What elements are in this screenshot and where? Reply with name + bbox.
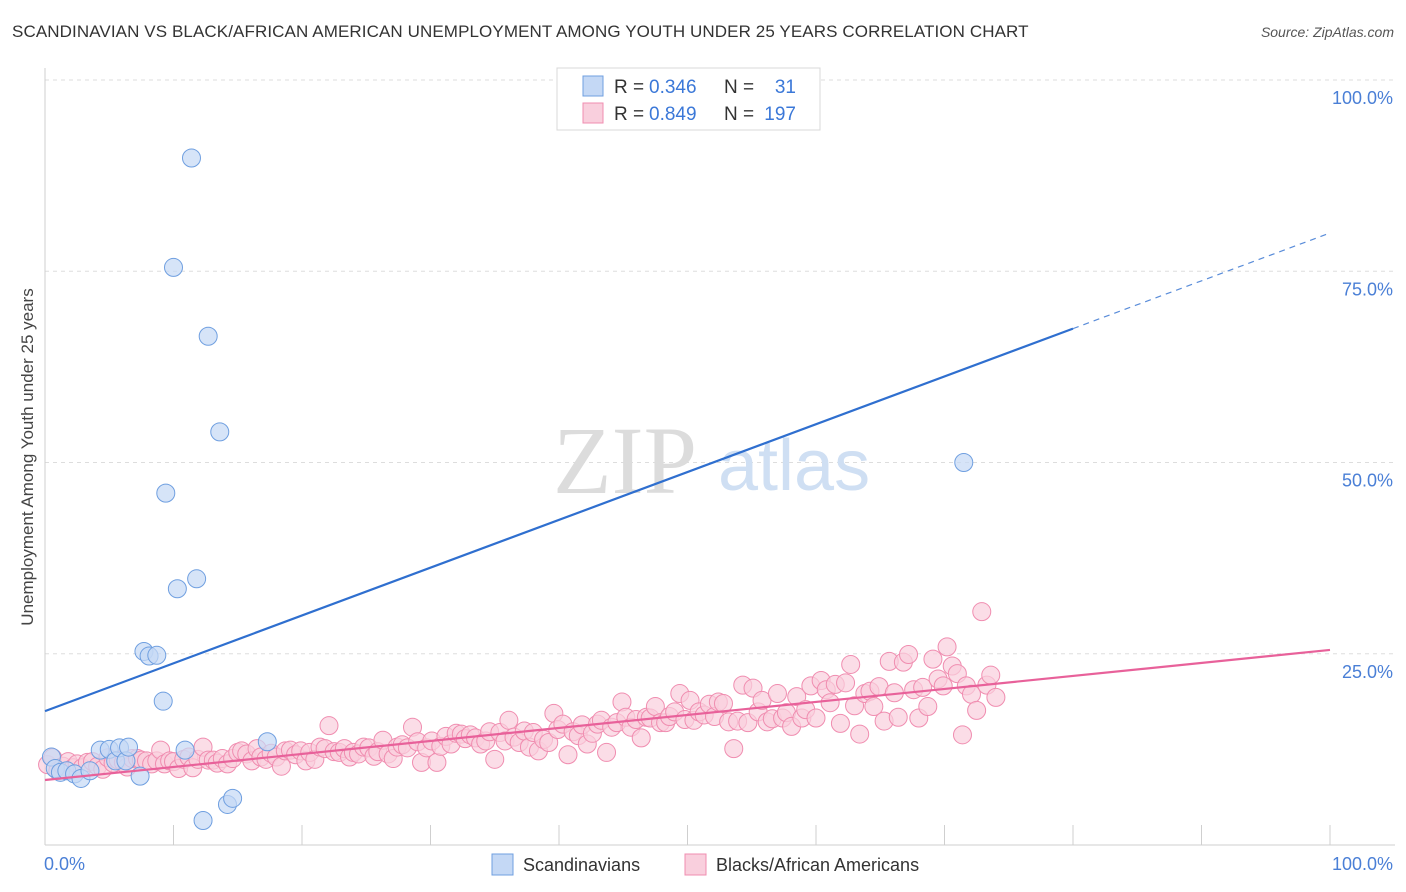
stats-r-value-blacks: 0.849	[649, 104, 697, 125]
watermark-atlas: atlas	[718, 426, 870, 506]
point-black-african-american	[767, 684, 787, 704]
point-black-african-american	[724, 739, 744, 759]
point-black-african-american	[850, 724, 870, 744]
y-tick-label: 50.0%	[1342, 471, 1393, 491]
point-black-african-american	[923, 649, 943, 669]
legend-label-scandinavians: Scandinavians	[523, 855, 640, 875]
stats-r-value-scandinavians: 0.346	[649, 77, 697, 98]
point-black-african-american	[981, 665, 1001, 685]
point-scandinavian	[181, 148, 201, 168]
point-black-african-american	[631, 728, 651, 748]
point-black-african-american	[937, 637, 957, 657]
point-black-african-american	[933, 676, 953, 696]
point-scandinavian	[210, 422, 230, 442]
stats-n-label: N =	[724, 104, 754, 125]
point-black-african-american	[820, 693, 840, 713]
legend-swatch-scandinavians	[491, 853, 514, 876]
point-black-african-american	[830, 713, 850, 733]
legend-label-blacks: Blacks/African Americans	[716, 855, 919, 875]
watermark-zip: ZIP	[553, 407, 697, 514]
point-scandinavian	[193, 811, 213, 831]
point-black-african-american	[806, 708, 826, 728]
x-tick-label-max: 100.0%	[1332, 854, 1393, 874]
point-black-african-american	[841, 654, 861, 674]
point-black-african-american	[558, 745, 578, 765]
trendline-blacks	[44, 648, 1331, 782]
point-black-african-american	[888, 707, 908, 727]
point-scandinavian	[147, 645, 167, 665]
y-tick-label: 75.0%	[1342, 279, 1393, 299]
point-black-african-american	[836, 673, 856, 693]
stats-n-label: N =	[724, 77, 754, 98]
point-scandinavian	[187, 569, 207, 589]
legend-swatch-blacks	[684, 853, 707, 876]
point-scandinavian	[164, 257, 183, 277]
point-black-african-american	[986, 687, 1006, 707]
chart-source: Source: ZipAtlas.com	[1260, 24, 1394, 40]
stats-legend-box: R = 0.346 N = 31 R = 0.849 N = 197	[556, 67, 821, 131]
point-scandinavian	[153, 691, 173, 711]
stats-n-value-blacks: 197	[764, 104, 796, 125]
point-scandinavian	[175, 740, 195, 760]
x-tick-label-min: 0.0%	[44, 854, 85, 874]
point-black-african-american	[972, 602, 992, 622]
point-black-african-american	[967, 700, 987, 720]
stats-n-value-scandinavians: 31	[775, 77, 796, 98]
y-tick-label: 100.0%	[1332, 88, 1393, 108]
stats-swatch-blacks	[582, 102, 604, 124]
point-black-african-american	[539, 732, 559, 752]
trendline-scandinavians	[44, 327, 1074, 713]
point-black-african-american	[899, 645, 919, 665]
stats-r-label: R =	[614, 104, 644, 125]
point-scandinavian	[156, 483, 176, 503]
trendlines	[44, 232, 1331, 782]
point-black-african-american	[485, 749, 505, 769]
point-black-african-american	[713, 693, 733, 713]
chart-title: SCANDINAVIAN VS BLACK/AFRICAN AMERICAN U…	[12, 22, 1029, 41]
point-black-african-american	[961, 684, 981, 704]
watermark: ZIP atlas	[553, 407, 870, 514]
point-black-african-american	[845, 696, 865, 716]
point-black-african-american	[597, 742, 617, 762]
point-scandinavian	[257, 732, 277, 752]
y-tick-label: 25.0%	[1342, 662, 1393, 682]
stats-r-label: R =	[614, 77, 644, 98]
y-axis-title: Unemployment Among Youth under 25 years	[18, 288, 37, 625]
point-scandinavian	[954, 453, 974, 472]
gridlines	[45, 79, 1395, 655]
legend: Scandinavians Blacks/African Americans	[491, 853, 919, 876]
series-scandinavians	[41, 148, 974, 831]
point-black-african-american	[952, 725, 972, 745]
y-tick-labels: 100.0% 75.0% 50.0% 25.0%	[1332, 88, 1393, 682]
point-black-african-american	[427, 752, 447, 772]
point-black-african-american	[319, 716, 339, 736]
point-black-african-american	[787, 687, 807, 707]
point-black-african-american	[864, 697, 884, 717]
point-scandinavian	[198, 326, 218, 346]
point-black-african-american	[499, 710, 519, 730]
point-scandinavian	[167, 579, 187, 599]
point-scandinavian	[223, 788, 243, 808]
point-black-african-american	[918, 697, 938, 717]
point-scandinavian	[119, 737, 139, 757]
trendline-extension-scandinavians	[1072, 232, 1331, 330]
stats-swatch-scandinavians	[582, 75, 604, 97]
axes	[44, 68, 1395, 846]
